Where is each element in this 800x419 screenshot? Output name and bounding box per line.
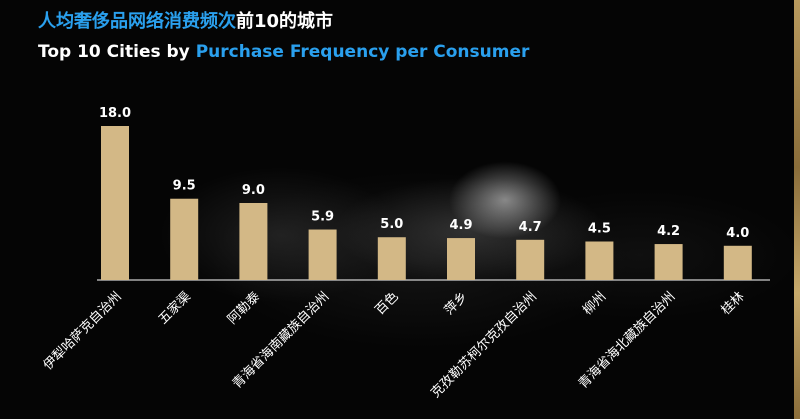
title-en-highlight: Purchase Frequency per Consumer bbox=[195, 42, 530, 62]
title-cn-rest: 前10的城市 bbox=[236, 11, 334, 32]
chart-title-chinese: 人均奢侈品网络消费频次前10的城市 bbox=[38, 12, 333, 32]
bar-4 bbox=[377, 237, 406, 280]
value-label-7: 4.5 bbox=[588, 222, 611, 237]
value-label-1: 9.5 bbox=[173, 179, 196, 194]
bar-0 bbox=[101, 126, 129, 280]
bar-6 bbox=[516, 239, 545, 280]
category-label-5: 萍乡 bbox=[442, 289, 471, 318]
category-label-0: 伊犁哈萨克自治州 bbox=[41, 289, 125, 373]
right-accent-stripe bbox=[794, 0, 800, 419]
value-label-5: 4.9 bbox=[449, 218, 472, 233]
value-label-0: 18.0 bbox=[99, 106, 131, 121]
value-label-6: 4.7 bbox=[519, 220, 542, 235]
value-label-3: 5.9 bbox=[311, 210, 334, 225]
chart-title-english: Top 10 Cities by Purchase Frequency per … bbox=[38, 42, 529, 62]
value-label-4: 5.0 bbox=[380, 217, 403, 232]
category-label-9: 桂林 bbox=[719, 289, 748, 318]
category-label-2: 阿勒泰 bbox=[225, 289, 263, 327]
bar-3 bbox=[308, 229, 337, 280]
bar-9 bbox=[723, 245, 752, 280]
bar-5 bbox=[447, 238, 475, 280]
bar-7 bbox=[585, 241, 614, 280]
bar-1 bbox=[170, 198, 199, 280]
category-label-7: 柳州 bbox=[580, 289, 609, 318]
bar-8 bbox=[654, 244, 683, 280]
value-label-8: 4.2 bbox=[657, 224, 680, 239]
category-label-4: 百色 bbox=[372, 289, 402, 319]
bar-2 bbox=[239, 203, 268, 280]
title-cn-highlight: 人均奢侈品网络消费频次 bbox=[38, 11, 236, 32]
category-label-1: 五家渠 bbox=[155, 289, 194, 328]
title-en-prefix: Top 10 Cities by bbox=[38, 42, 196, 62]
value-label-9: 4.0 bbox=[726, 226, 749, 241]
value-label-2: 9.0 bbox=[242, 183, 265, 198]
